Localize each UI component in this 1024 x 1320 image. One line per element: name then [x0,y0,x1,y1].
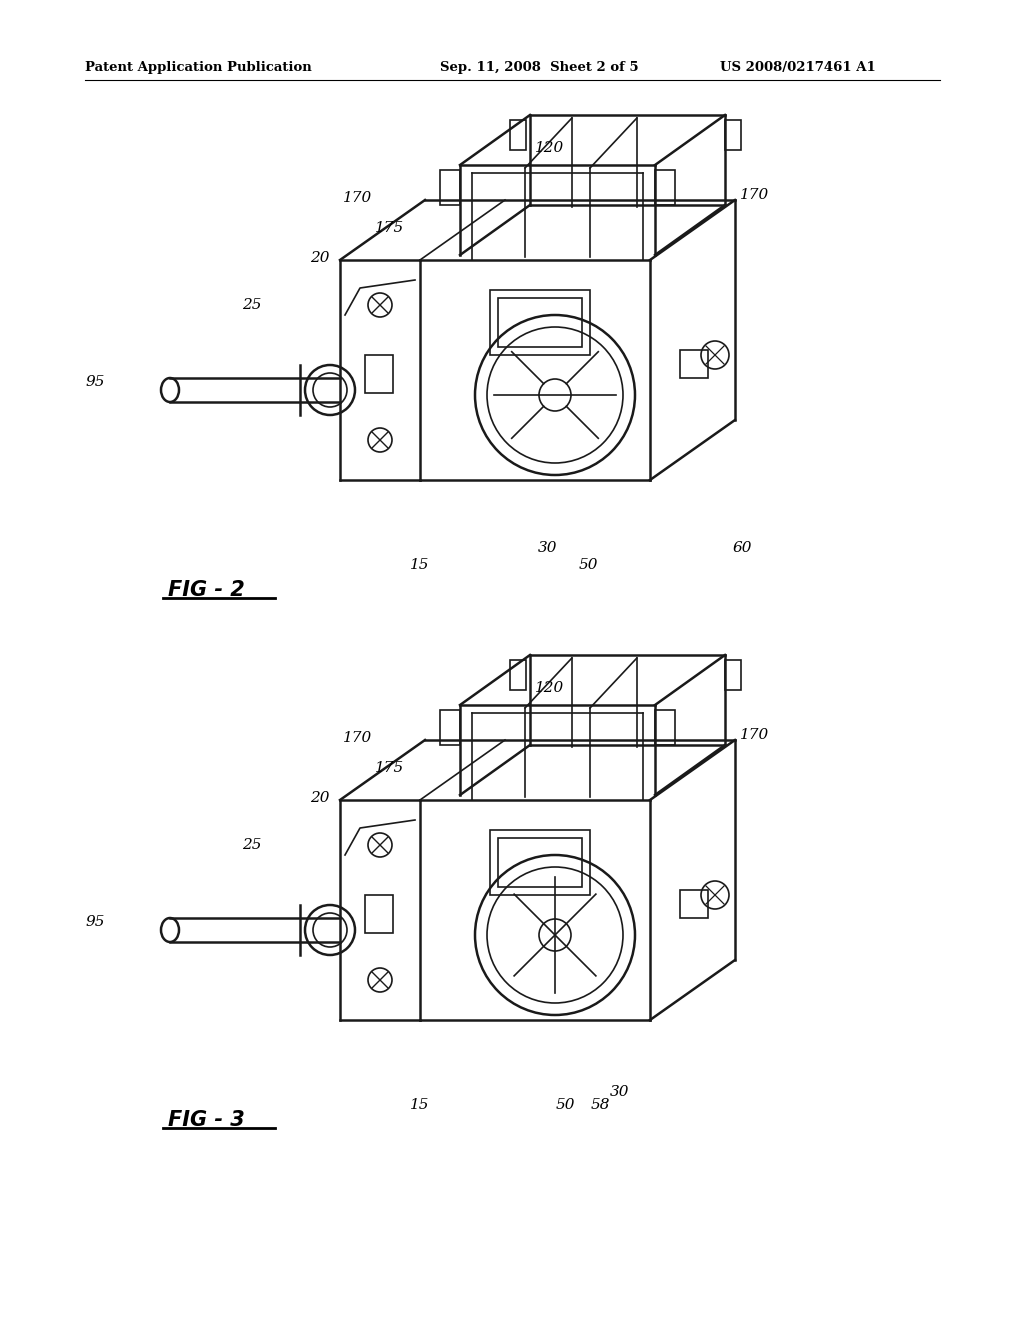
Text: FIG - 3: FIG - 3 [168,1110,245,1130]
Text: 170: 170 [343,731,373,744]
Bar [490,290,590,355]
Text: 170: 170 [343,191,373,205]
Text: 120: 120 [536,681,564,696]
Bar [680,350,708,378]
Text: 30: 30 [539,541,558,554]
Text: 58: 58 [590,1098,609,1111]
Bar [725,660,741,690]
Text: Patent Application Publication: Patent Application Publication [85,62,311,74]
Text: 15: 15 [411,1098,430,1111]
Text: 30: 30 [610,1085,630,1100]
Text: 175: 175 [376,762,404,775]
Bar [510,660,526,690]
Text: 170: 170 [740,187,770,202]
Text: 170: 170 [740,729,770,742]
Text: 50: 50 [579,558,598,572]
Bar [510,120,526,149]
Text: 20: 20 [310,251,330,265]
Bar [440,710,460,744]
Text: 60: 60 [732,541,752,554]
Text: 25: 25 [243,838,262,851]
Bar [725,120,741,149]
Bar [365,895,393,933]
Bar [680,890,708,917]
Text: 25: 25 [243,298,262,312]
Text: US 2008/0217461 A1: US 2008/0217461 A1 [720,62,876,74]
Text: 20: 20 [310,791,330,805]
Text: 175: 175 [376,220,404,235]
Text: FIG - 2: FIG - 2 [168,579,245,601]
Text: 15: 15 [411,558,430,572]
Bar [655,170,675,205]
Bar [440,170,460,205]
Bar [498,838,582,887]
Bar [498,298,582,347]
Bar [655,710,675,744]
Text: 120: 120 [536,141,564,154]
Text: 95: 95 [85,375,104,389]
Bar [365,355,393,393]
Text: 50: 50 [555,1098,574,1111]
Bar [490,830,590,895]
Text: 95: 95 [85,915,104,929]
Text: Sep. 11, 2008  Sheet 2 of 5: Sep. 11, 2008 Sheet 2 of 5 [440,62,639,74]
